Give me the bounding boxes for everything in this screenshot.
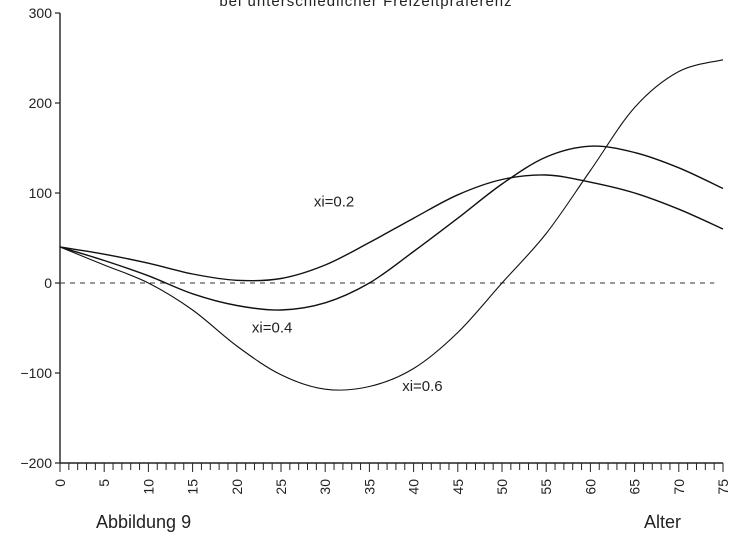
x-tick-label: 55 <box>538 479 554 495</box>
series-line <box>59 59 724 391</box>
y-tick-label: 100 <box>29 185 53 201</box>
y-tick-label: 0 <box>44 275 52 291</box>
x-tick-label: 5 <box>96 479 112 487</box>
series-annotation: xi=0.4 <box>252 320 292 337</box>
x-tick-label: 0 <box>52 479 68 487</box>
x-tick-label: 50 <box>494 479 510 495</box>
x-tick-label: 30 <box>317 479 333 495</box>
series-line <box>59 174 724 282</box>
annotations: xi=0.2 xi=0.4 xi=0.6 <box>252 194 443 396</box>
x-tick-label: 15 <box>185 479 201 495</box>
y-tick-label: 300 <box>29 5 53 21</box>
x-tick-label: 65 <box>627 479 643 495</box>
x-tick-label: 20 <box>229 479 245 495</box>
x-tick-label: 25 <box>273 479 289 495</box>
y-tick-label: 200 <box>29 95 53 111</box>
figure-caption: Abbildung 9 <box>96 512 192 532</box>
series-line <box>59 145 724 311</box>
x-tick-label: 75 <box>715 479 731 495</box>
x-axis-label: Alter <box>644 512 682 532</box>
x-tick-label: 10 <box>140 479 156 495</box>
axes: −200 −100 0 100 200 300 0 5 10 15 20 25 30 35 40 45 50 55… <box>20 5 731 495</box>
x-tick-label: 35 <box>361 479 377 495</box>
x-tick-label: 60 <box>582 479 598 495</box>
series-annotation: xi=0.2 <box>314 194 354 211</box>
chart-title: bei unterschiedlicher Freizeitpräferenz <box>219 0 513 10</box>
series-annotation: xi=0.6 <box>402 378 442 395</box>
y-tick-label: −100 <box>20 365 52 381</box>
y-tick-label: −200 <box>20 455 52 471</box>
x-tick-label: 70 <box>671 479 687 495</box>
series-lines <box>59 59 724 391</box>
x-tick-label: 45 <box>450 479 466 495</box>
x-tick-label: 40 <box>406 479 422 495</box>
